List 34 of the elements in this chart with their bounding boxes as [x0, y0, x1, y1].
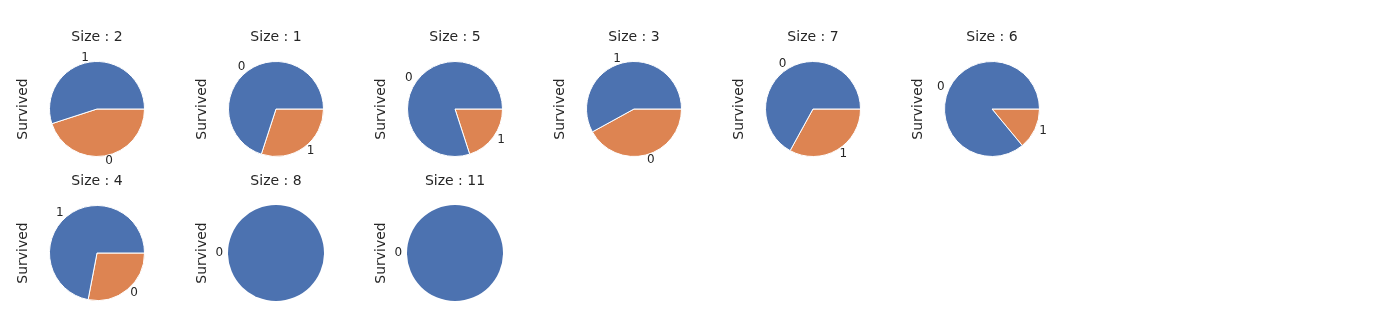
text: Survived [193, 78, 209, 140]
chart-title: Size : 1 [249, 28, 303, 44]
chart-title: Size : 3 [607, 28, 661, 44]
chart-title: Size : 7 [786, 28, 840, 44]
slice-label: 0 [394, 245, 403, 260]
slice-label: 1 [306, 143, 315, 158]
slice-label: 0 [778, 56, 787, 71]
chart-title: Size : 8 [249, 172, 303, 188]
slice-label: 0 [937, 78, 945, 93]
text: Survived [730, 78, 746, 140]
text: Survived [909, 78, 925, 140]
text: Survived [372, 222, 388, 284]
text: Survived [14, 222, 30, 284]
slice-label: 1 [613, 50, 622, 65]
chart-title: Size : 2 [70, 28, 124, 44]
slice-label: 0 [105, 152, 113, 167]
slice-label: 1 [497, 131, 505, 146]
slice-label: 0 [130, 285, 138, 300]
text: Survived [14, 78, 30, 140]
chart-title: Size : 4 [70, 172, 124, 188]
slice-label: 1 [56, 204, 64, 219]
slice-label: 0 [215, 245, 224, 260]
slice-label: 1 [1039, 123, 1047, 138]
slice-label: 0 [646, 151, 655, 166]
text: Survived [551, 78, 567, 140]
chart-title: Size : 11 [423, 172, 487, 188]
slice-label: 1 [81, 49, 89, 64]
chart-title: Size : 5 [428, 28, 482, 44]
text: Survived [372, 78, 388, 140]
chart-title: Size : 6 [965, 28, 1019, 44]
slice-label: 0 [237, 58, 246, 73]
slice-label: 1 [839, 146, 848, 161]
slice-label: 0 [405, 70, 413, 85]
text: Survived [193, 222, 209, 284]
